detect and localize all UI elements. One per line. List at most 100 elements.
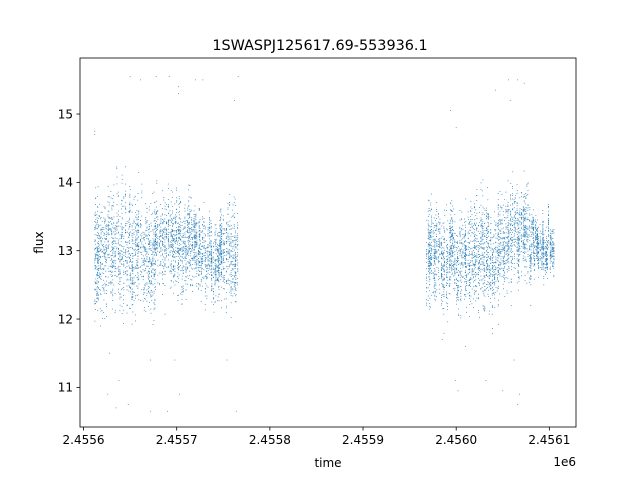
- data-point: [213, 242, 214, 244]
- data-point: [221, 236, 223, 237]
- data-point: [114, 237, 116, 239]
- data-point: [101, 263, 103, 264]
- data-point: [203, 218, 205, 219]
- data-point: [233, 264, 235, 266]
- data-point: [230, 294, 232, 296]
- data-point: [147, 271, 149, 273]
- data-point: [464, 255, 465, 257]
- data-point: [138, 224, 139, 226]
- data-point: [143, 287, 145, 289]
- data-point: [184, 241, 186, 243]
- data-point: [96, 269, 98, 271]
- data-point: [487, 284, 489, 285]
- data-point: [450, 236, 452, 238]
- data-point: [129, 223, 131, 225]
- data-point: [103, 217, 105, 219]
- data-point: [160, 255, 162, 257]
- data-point: [107, 268, 109, 270]
- data-point: [201, 245, 203, 247]
- data-point: [220, 219, 222, 221]
- data-point: [456, 300, 458, 302]
- data-point: [167, 205, 169, 207]
- data-point: [451, 267, 453, 269]
- data-point: [433, 278, 435, 279]
- data-point: [121, 256, 123, 257]
- data-point: [100, 325, 101, 327]
- data-point: [100, 240, 102, 242]
- data-point: [229, 202, 230, 204]
- data-point: [98, 250, 100, 252]
- data-point: [204, 241, 206, 242]
- data-point: [205, 309, 206, 311]
- data-point: [427, 252, 429, 254]
- data-point: [111, 276, 113, 278]
- data-point: [138, 210, 140, 212]
- data-point: [172, 251, 174, 252]
- data-point: [435, 229, 437, 231]
- data-point: [110, 250, 112, 252]
- data-point: [465, 259, 467, 261]
- data-point: [479, 282, 481, 284]
- data-point: [168, 247, 169, 249]
- data-point: [448, 293, 450, 294]
- data-point: [202, 224, 203, 225]
- data-point: [157, 226, 159, 227]
- data-point: [224, 279, 226, 280]
- data-point: [474, 248, 476, 249]
- data-point: [461, 270, 463, 272]
- data-point: [154, 201, 156, 203]
- data-point: [432, 238, 434, 240]
- data-point: [426, 219, 427, 221]
- data-point: [445, 277, 447, 278]
- data-point: [196, 267, 198, 269]
- data-point: [147, 265, 149, 267]
- data-point: [188, 249, 190, 251]
- data-point: [427, 257, 429, 259]
- data-point: [166, 204, 167, 206]
- data-point: [142, 246, 144, 248]
- data-point: [181, 248, 183, 250]
- data-point: [105, 276, 107, 278]
- data-point: [429, 265, 431, 266]
- data-point: [191, 224, 193, 225]
- data-point: [128, 256, 130, 258]
- data-point: [180, 265, 182, 267]
- data-point: [225, 307, 227, 309]
- data-point: [431, 252, 432, 254]
- data-point: [488, 246, 490, 247]
- data-point: [97, 248, 99, 249]
- data-point: [209, 235, 211, 237]
- data-point: [138, 266, 140, 268]
- data-point: [97, 265, 99, 267]
- data-point: [172, 240, 174, 242]
- data-point: [156, 200, 157, 202]
- data-point: [182, 250, 184, 252]
- data-point: [443, 279, 445, 281]
- data-point: [218, 267, 220, 268]
- data-point: [105, 265, 107, 267]
- data-point: [210, 258, 212, 260]
- data-point: [194, 234, 196, 236]
- data-point: [439, 253, 441, 255]
- data-point: [484, 306, 486, 308]
- data-point: [471, 252, 473, 254]
- data-point: [442, 267, 444, 269]
- data-point: [191, 245, 193, 247]
- data-point: [426, 280, 428, 282]
- data-point: [136, 234, 138, 236]
- data-point: [172, 266, 174, 267]
- data-point: [466, 285, 468, 286]
- data-point: [118, 241, 119, 243]
- data-point: [112, 266, 114, 268]
- data-point: [176, 209, 178, 211]
- data-point: [164, 244, 166, 246]
- data-point: [126, 289, 128, 291]
- data-point: [194, 218, 196, 220]
- data-point: [464, 258, 466, 260]
- data-point: [133, 249, 135, 251]
- data-point: [140, 300, 141, 302]
- data-point: [108, 282, 110, 284]
- data-point: [125, 225, 127, 227]
- data-point: [118, 243, 119, 245]
- data-point: [429, 251, 431, 252]
